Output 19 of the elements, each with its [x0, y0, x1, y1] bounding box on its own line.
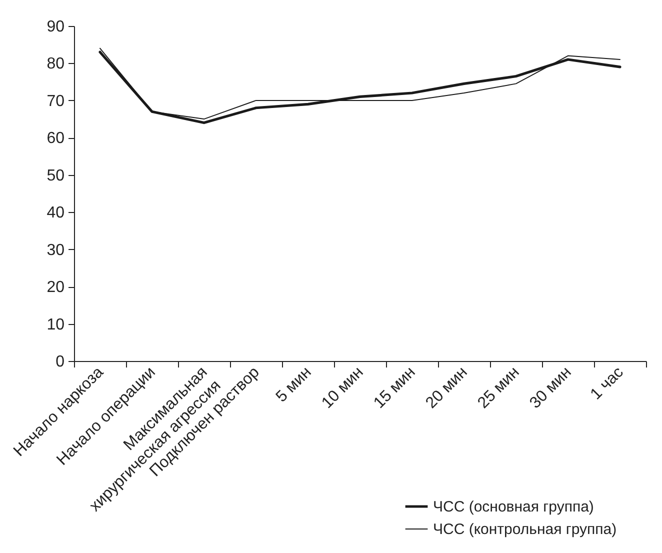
x-tick-label: 5 мин — [273, 364, 315, 406]
y-tick-label: 70 — [46, 92, 65, 110]
y-tick-label: 50 — [46, 167, 65, 184]
legend-label: ЧСС (контрольная группа) — [433, 521, 617, 538]
y-tick-label: 40 — [46, 204, 65, 222]
x-tick-label: 10 мин — [318, 364, 367, 412]
y-tick-label: 60 — [46, 130, 65, 148]
y-tick-label: 0 — [56, 354, 65, 370]
x-tick-label: 15 мин — [370, 364, 419, 412]
x-tick-label: 30 мин — [526, 364, 575, 412]
y-tick-label: 30 — [46, 242, 65, 259]
y-tick-label: 80 — [46, 56, 65, 73]
y-tick-label: 20 — [46, 279, 65, 296]
x-tick-label: 1 час — [588, 364, 627, 404]
x-tick-label: 20 мин — [422, 364, 471, 412]
y-tick-label: 90 — [46, 18, 65, 36]
legend-label: ЧСС (основная группа) — [433, 498, 594, 516]
y-tick-label: 10 — [46, 316, 65, 334]
x-tick-label: 25 мин — [474, 364, 523, 412]
